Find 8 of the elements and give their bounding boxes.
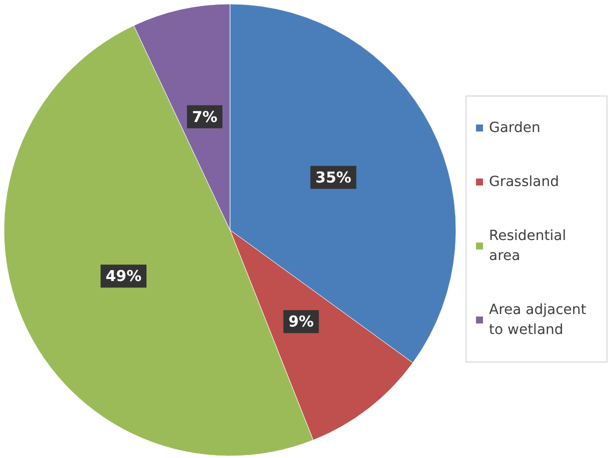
legend-label: Area adjacent to wetland bbox=[489, 302, 591, 338]
legend-label: Residential area bbox=[489, 228, 571, 264]
data-label: 9% bbox=[288, 312, 314, 331]
data-label: 7% bbox=[192, 108, 218, 126]
data-label: 35% bbox=[315, 168, 352, 186]
data-label: 49% bbox=[106, 267, 142, 286]
legend-label: Garden bbox=[489, 120, 540, 136]
legend-label: Grassland bbox=[489, 174, 559, 190]
